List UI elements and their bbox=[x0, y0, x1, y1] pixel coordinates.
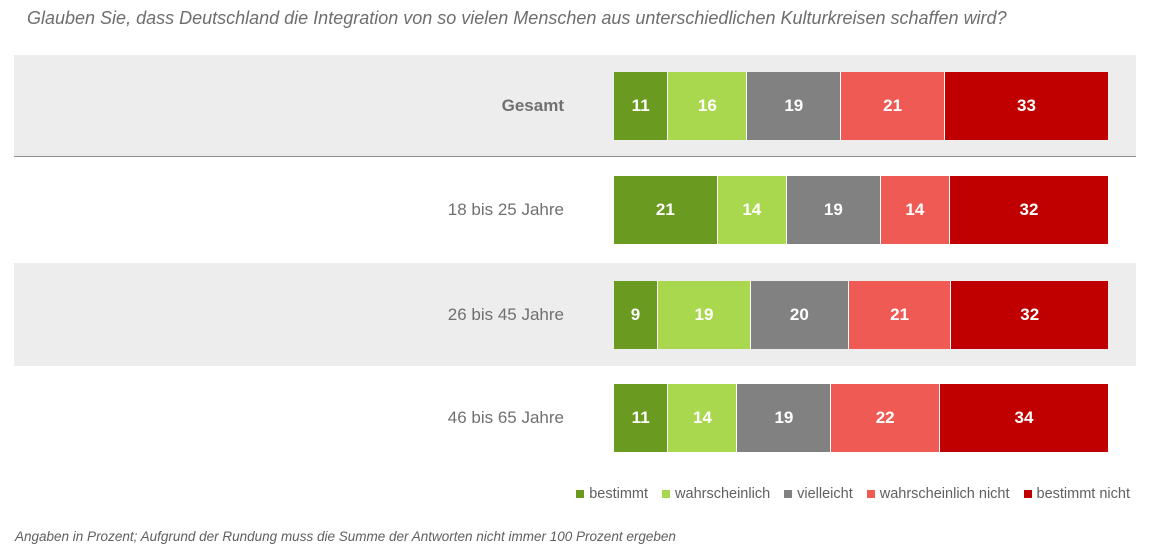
chart-title: Glauben Sie, dass Deutschland die Integr… bbox=[27, 8, 1007, 28]
category-label: 46 bis 65 Jahre bbox=[447, 408, 564, 427]
bar-segment: 20 bbox=[750, 280, 849, 349]
category-label: Gesamt bbox=[501, 95, 564, 115]
stacked-bar: 11 14 19 22 34 bbox=[614, 384, 1108, 452]
bar-segment: 19 bbox=[786, 176, 881, 244]
legend-item: wahrscheinlich bbox=[662, 486, 770, 502]
legend-swatch bbox=[576, 490, 585, 498]
bar-segment: 21 bbox=[614, 176, 718, 244]
bar-segment: 32 bbox=[949, 176, 1108, 244]
legend-item: vielleicht bbox=[784, 486, 853, 502]
bar-segment: 9 bbox=[614, 280, 659, 349]
legend-label: vielleicht bbox=[797, 486, 853, 502]
legend-item: bestimmt nicht bbox=[1023, 486, 1130, 502]
legend-swatch bbox=[662, 490, 671, 498]
stacked-bar: 21 14 19 14 32 bbox=[614, 176, 1108, 244]
bar-segment: 33 bbox=[944, 71, 1108, 140]
bar-segment: 11 bbox=[614, 384, 669, 452]
bar-segment: 16 bbox=[668, 71, 748, 140]
bar-segment: 19 bbox=[658, 280, 751, 349]
bar-segment: 32 bbox=[951, 280, 1108, 349]
bar-segment: 14 bbox=[668, 384, 738, 452]
legend-item: bestimmt bbox=[576, 486, 648, 502]
bar-segment: 19 bbox=[747, 71, 842, 140]
bar-segment: 19 bbox=[737, 384, 832, 452]
bar-segment: 34 bbox=[940, 384, 1108, 452]
bar-segment: 11 bbox=[614, 71, 669, 140]
footnote: Angaben in Prozent; Aufgrund der Rundung… bbox=[15, 529, 676, 544]
bar-segment: 21 bbox=[848, 280, 952, 349]
legend-label: wahrscheinlich bbox=[675, 486, 771, 502]
chart-row: 46 bis 65 Jahre 11 14 19 22 34 bbox=[14, 367, 1136, 469]
chart-row: Gesamt 11 16 19 21 33 bbox=[14, 55, 1136, 156]
stacked-bar: 9 19 20 21 32 bbox=[614, 280, 1108, 349]
bar-segment: 22 bbox=[831, 384, 941, 452]
legend-label: wahrscheinlich nicht bbox=[879, 486, 1010, 502]
separator-line bbox=[14, 156, 1136, 157]
bar-segment: 21 bbox=[841, 71, 945, 140]
stacked-bar: 11 16 19 21 33 bbox=[614, 71, 1108, 140]
category-label: 18 bis 25 Jahre bbox=[447, 200, 564, 219]
legend-label: bestimmt nicht bbox=[1036, 486, 1130, 502]
legend-swatch bbox=[784, 490, 793, 498]
bar-segment: 14 bbox=[880, 176, 950, 244]
legend-swatch bbox=[866, 490, 875, 498]
chart-row: 18 bis 25 Jahre 21 14 19 14 32 bbox=[14, 158, 1136, 262]
bar-segment: 14 bbox=[717, 176, 787, 244]
legend-swatch bbox=[1023, 490, 1032, 498]
legend: bestimmt wahrscheinlich vielleicht wahrsche… bbox=[576, 486, 1130, 502]
legend-item: wahrscheinlich nicht bbox=[866, 486, 1010, 502]
chart-row: 26 bis 45 Jahre 9 19 20 21 32 bbox=[14, 263, 1136, 366]
legend-label: bestimmt bbox=[589, 486, 649, 502]
category-label: 26 bis 45 Jahre bbox=[447, 304, 564, 324]
